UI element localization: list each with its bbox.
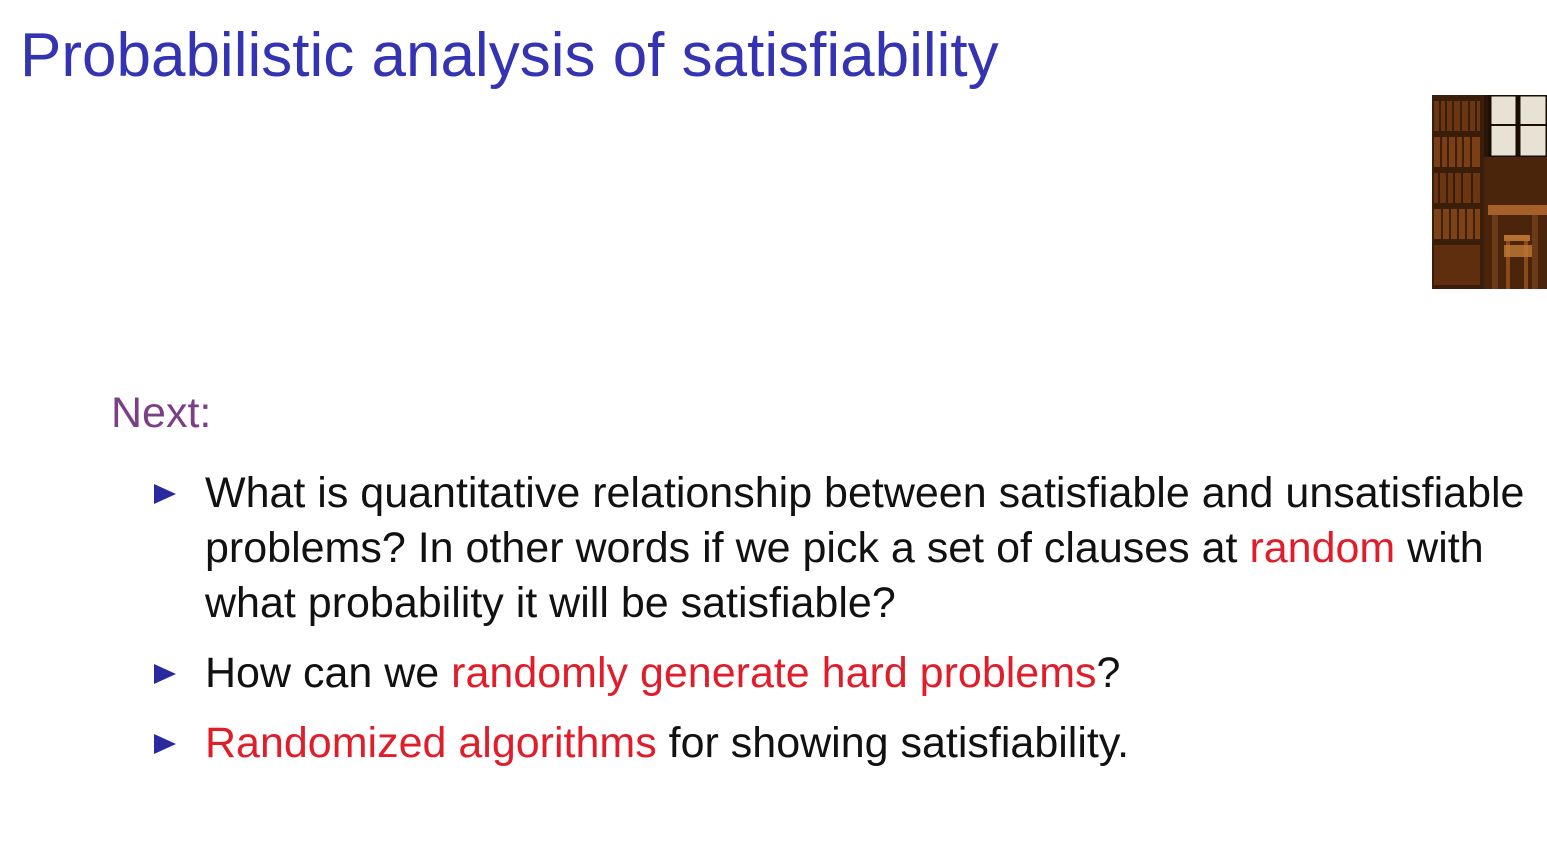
next-label: Next: [111, 389, 212, 437]
emphasis-hard-problems: randomly generate hard problems [451, 649, 1097, 697]
bullet-item: How can we randomly generate hard proble… [0, 646, 1540, 701]
bullet-text: How can we [205, 649, 452, 697]
triangle-right-icon [154, 664, 176, 684]
bullet-text: What is quantitative relationship betwee… [205, 469, 1525, 572]
bullet-list: What is quantitative relationship betwee… [0, 466, 1547, 771]
slide-title: Probabilistic analysis of satisfiability [20, 21, 999, 90]
bullet-text: for showing satisfiability. [656, 719, 1130, 767]
emphasis-random: random [1249, 524, 1396, 572]
emphasis-randomized-algorithms: Randomized algorithms [205, 719, 657, 767]
library-photo [1432, 95, 1547, 289]
bullet-item: What is quantitative relationship betwee… [0, 466, 1540, 631]
bullet-text: with what probability it will be satisfi… [205, 524, 1484, 627]
triangle-right-icon [154, 734, 176, 754]
bullet-item: Randomized algorithms for showing satisf… [0, 716, 1540, 771]
triangle-right-icon [154, 484, 176, 504]
bullet-text: ? [1096, 649, 1121, 697]
